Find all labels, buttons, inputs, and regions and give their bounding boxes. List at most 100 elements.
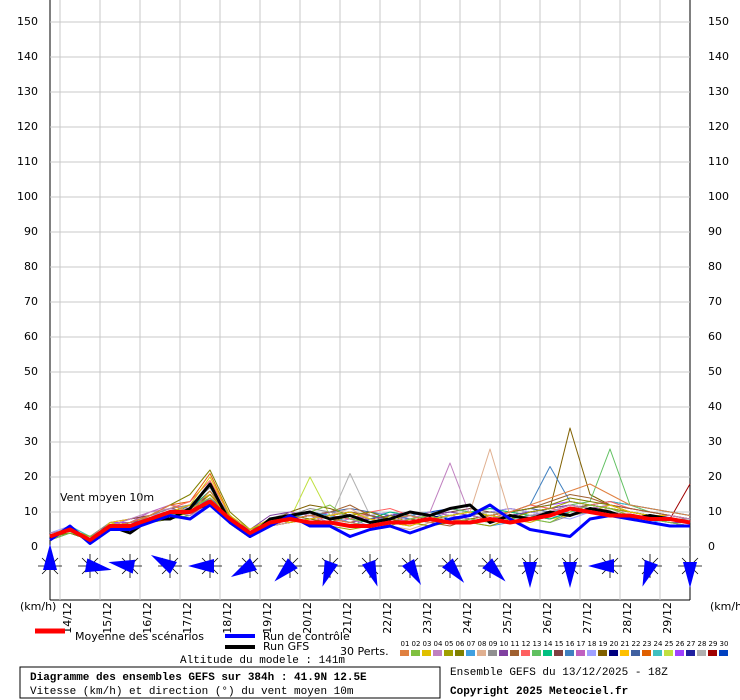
y2-tick-label: 130 [708,85,729,98]
y-tick-label: 0 [31,540,38,553]
legend-swatch [444,650,453,656]
legend-label: 10 [500,640,509,648]
legend-swatch [532,650,541,656]
legend-swatch [466,650,475,656]
y-tick-label: 70 [24,295,38,308]
y-tick-label: 50 [24,365,38,378]
y2-tick-label: 60 [708,330,722,343]
y-tick-label: 130 [17,85,38,98]
legend-label: 05 [445,640,454,648]
y-tick-label: 40 [24,400,38,413]
wind-arrow [108,559,136,574]
y-axis-unit: (km/h) [20,600,56,613]
legend-swatch [620,650,629,656]
y-tick-label: 10 [24,505,38,518]
wind-arrow [230,557,257,577]
wind-arrow [43,544,57,570]
x-tick-label: 17/12 [181,602,194,634]
y2-tick-label: 80 [708,260,722,273]
x-tick-label: 21/12 [341,602,354,634]
x-tick-label: 25/12 [501,602,514,634]
legend-label: 22 [632,640,641,648]
y-tick-label: 80 [24,260,38,273]
legend-label: 29 [709,640,718,648]
legend-swatch [499,650,508,656]
legend-label: 04 [434,640,443,648]
y-tick-label: 110 [17,155,38,168]
legend-label: 23 [643,640,652,648]
legend-swatch [510,650,519,656]
perturbations-label: 30 Perts. [340,645,389,658]
wind-arrow [563,562,577,588]
wind-arrow [362,559,378,587]
legend-label: 02 [412,640,421,648]
x-tick-label: 26/12 [541,602,554,634]
legend-swatch [675,650,684,656]
y2-tick-label: 70 [708,295,722,308]
series-line [49,499,691,542]
legend-swatch [598,650,607,656]
legend-swatch [411,650,420,656]
legend-swatch [565,650,574,656]
wind-arrow [150,555,177,575]
y2-tick-label: 20 [708,470,722,483]
y2-tick-label: 140 [708,50,729,63]
legend-label: 27 [687,640,696,648]
legend-swatch [422,650,431,656]
legend-swatch [587,650,596,656]
wind-arrow [401,559,421,586]
wind-arrow [642,559,658,587]
legend-swatch [653,650,662,656]
legend-label: 16 [566,640,575,648]
info-box [19,666,441,699]
legend-label: 15 [555,640,564,648]
legend-label: 03 [423,640,432,648]
y-tick-label: 100 [17,190,38,203]
legend-swatch [664,650,673,656]
legend-label: 21 [621,640,630,648]
info-title: Diagramme des ensembles GEFS sur 384h : … [30,672,367,684]
y2-tick-label: 90 [708,225,722,238]
legend-label: 26 [676,640,685,648]
y2-tick-label: 30 [708,435,722,448]
legend-label: 11 [511,640,520,648]
x-tick-label: 20/12 [301,602,314,634]
x-tick-label: 28/12 [621,602,634,634]
legend-label: Moyenne des scénarios [75,630,204,643]
legend-swatch [708,650,717,656]
run-info: Ensemble GEFS du 13/12/2025 - 18Z [450,667,668,679]
legend-swatch [631,650,640,656]
y-tick-label: 140 [17,50,38,63]
y-tick-label: 30 [24,435,38,448]
wind-arrow [84,558,112,573]
wind-arrow [442,558,465,583]
legend-label: 20 [610,640,619,648]
wind-arrow [523,562,537,588]
legend-label: 09 [489,640,498,648]
x-tick-label: 16/12 [141,602,154,634]
y2-tick-label: 110 [708,155,729,168]
legend-swatch [521,650,530,656]
wind-arrow [683,562,697,588]
x-tick-label: 15/12 [101,602,114,634]
legend-label: 17 [577,640,586,648]
legend-label: 12 [522,640,531,648]
altitude: Altitude du modele : 141m [180,655,345,667]
y-tick-label: 60 [24,330,38,343]
legend-label: 14 [544,640,553,648]
legend-swatch [697,650,706,656]
y2-axis-unit: (km/h) [710,600,740,613]
legend-label: 01 [401,640,410,648]
legend-label: 13 [533,640,542,648]
y2-tick-label: 0 [708,540,715,553]
x-tick-label: 19/12 [261,602,274,634]
legend-swatch [686,650,695,656]
legend-swatch [400,650,409,656]
legend-swatch [554,650,563,656]
legend-swatch [477,650,486,656]
legend-label: Run de contrôle [263,630,350,643]
wind-arrow [322,559,338,587]
legend-swatch [642,650,651,656]
legend-label: 19 [599,640,608,648]
